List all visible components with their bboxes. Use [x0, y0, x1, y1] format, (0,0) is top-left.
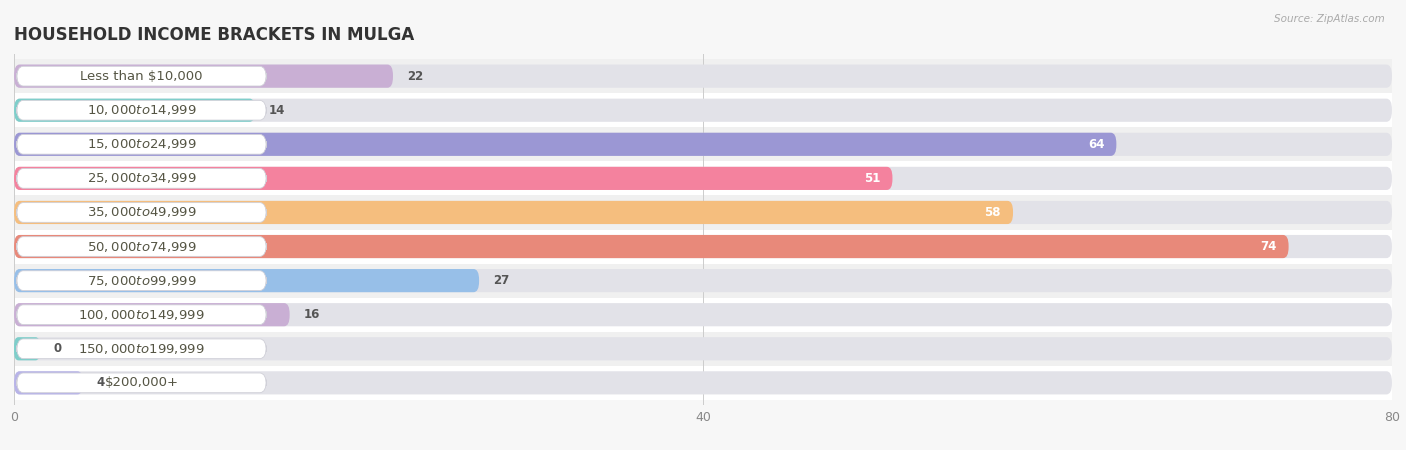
Text: $75,000 to $99,999: $75,000 to $99,999 — [87, 274, 197, 288]
Text: 58: 58 — [984, 206, 1001, 219]
FancyBboxPatch shape — [14, 303, 1392, 326]
FancyBboxPatch shape — [17, 305, 266, 324]
FancyBboxPatch shape — [14, 269, 1392, 292]
Text: 0: 0 — [53, 342, 62, 355]
FancyBboxPatch shape — [17, 339, 266, 359]
Text: $50,000 to $74,999: $50,000 to $74,999 — [87, 239, 197, 253]
FancyBboxPatch shape — [17, 271, 266, 290]
Text: $10,000 to $14,999: $10,000 to $14,999 — [87, 103, 197, 117]
FancyBboxPatch shape — [14, 133, 1392, 156]
Text: $150,000 to $199,999: $150,000 to $199,999 — [79, 342, 205, 356]
FancyBboxPatch shape — [14, 303, 290, 326]
FancyBboxPatch shape — [14, 366, 1392, 400]
FancyBboxPatch shape — [17, 169, 266, 188]
FancyBboxPatch shape — [14, 230, 1392, 264]
FancyBboxPatch shape — [17, 373, 266, 393]
FancyBboxPatch shape — [14, 371, 83, 395]
FancyBboxPatch shape — [14, 162, 1392, 195]
FancyBboxPatch shape — [14, 133, 1116, 156]
FancyBboxPatch shape — [14, 201, 1392, 224]
FancyBboxPatch shape — [17, 135, 266, 154]
Text: 22: 22 — [406, 70, 423, 83]
FancyBboxPatch shape — [14, 201, 1012, 224]
FancyBboxPatch shape — [14, 99, 1392, 122]
FancyBboxPatch shape — [14, 235, 1392, 258]
FancyBboxPatch shape — [14, 195, 1392, 230]
FancyBboxPatch shape — [14, 99, 256, 122]
FancyBboxPatch shape — [14, 337, 1392, 360]
Text: 4: 4 — [97, 376, 105, 389]
FancyBboxPatch shape — [14, 127, 1392, 162]
Text: $15,000 to $24,999: $15,000 to $24,999 — [87, 137, 197, 151]
FancyBboxPatch shape — [14, 235, 1289, 258]
FancyBboxPatch shape — [17, 237, 266, 256]
FancyBboxPatch shape — [14, 64, 394, 88]
Text: $35,000 to $49,999: $35,000 to $49,999 — [87, 206, 197, 220]
Text: 16: 16 — [304, 308, 319, 321]
Text: Source: ZipAtlas.com: Source: ZipAtlas.com — [1274, 14, 1385, 23]
FancyBboxPatch shape — [14, 93, 1392, 127]
FancyBboxPatch shape — [14, 297, 1392, 332]
FancyBboxPatch shape — [14, 264, 1392, 297]
Text: 74: 74 — [1260, 240, 1277, 253]
FancyBboxPatch shape — [14, 59, 1392, 93]
FancyBboxPatch shape — [14, 64, 1392, 88]
FancyBboxPatch shape — [17, 100, 266, 120]
FancyBboxPatch shape — [17, 66, 266, 86]
FancyBboxPatch shape — [14, 332, 1392, 366]
FancyBboxPatch shape — [14, 371, 1392, 395]
Text: $25,000 to $34,999: $25,000 to $34,999 — [87, 171, 197, 185]
FancyBboxPatch shape — [14, 167, 1392, 190]
Text: $200,000+: $200,000+ — [104, 376, 179, 389]
FancyBboxPatch shape — [14, 337, 39, 360]
Text: Less than $10,000: Less than $10,000 — [80, 70, 202, 83]
FancyBboxPatch shape — [17, 202, 266, 222]
Text: $100,000 to $149,999: $100,000 to $149,999 — [79, 308, 205, 322]
FancyBboxPatch shape — [14, 269, 479, 292]
FancyBboxPatch shape — [14, 167, 893, 190]
Text: 51: 51 — [865, 172, 880, 185]
Text: 14: 14 — [269, 104, 285, 117]
Text: 64: 64 — [1088, 138, 1104, 151]
Text: HOUSEHOLD INCOME BRACKETS IN MULGA: HOUSEHOLD INCOME BRACKETS IN MULGA — [14, 26, 415, 44]
Text: 27: 27 — [494, 274, 509, 287]
